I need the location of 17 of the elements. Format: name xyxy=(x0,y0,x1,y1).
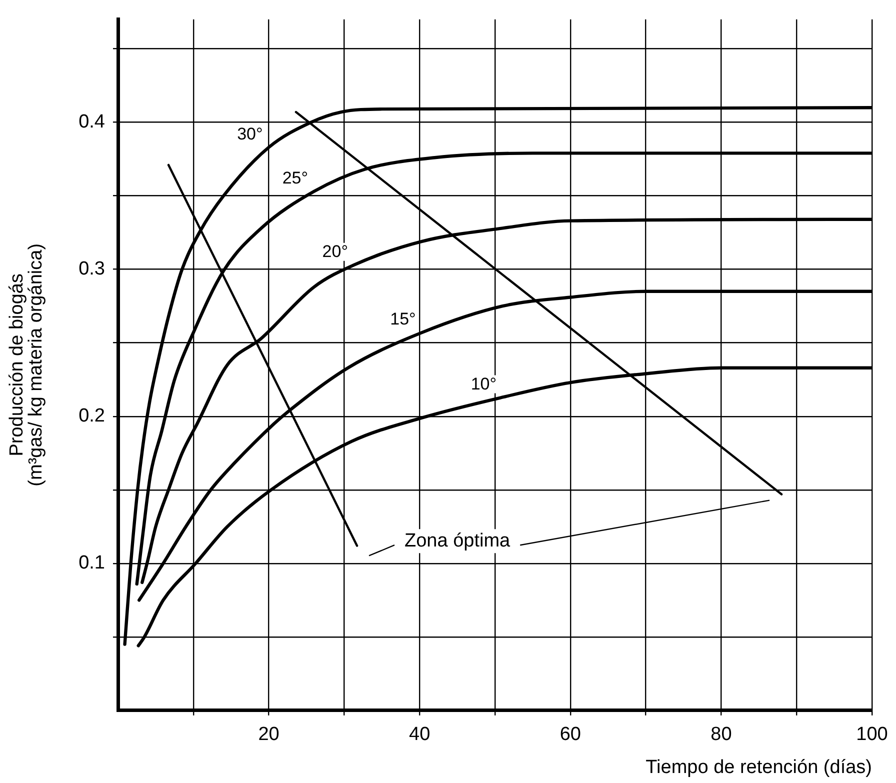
series-label: 20° xyxy=(322,242,348,262)
annotation: Zona óptima xyxy=(404,530,511,552)
x-axis-title: Tiempo de retención (días) xyxy=(646,756,872,778)
series-label: 25° xyxy=(282,168,308,188)
y-tick-label: 0.1 xyxy=(78,552,105,574)
y-tick-label: 0.4 xyxy=(78,112,106,133)
x-tick-label: 40 xyxy=(409,724,430,746)
series-label: 10° xyxy=(470,374,497,394)
y-axis-title: Producción de biogás (m³gas/ kg materia orgánica) xyxy=(6,243,47,486)
series-label: 30° xyxy=(237,124,263,144)
y-tick-label: 0.2 xyxy=(78,406,105,427)
x-tick-label: 20 xyxy=(258,724,280,746)
x-tick-label: 60 xyxy=(560,724,581,746)
y-tick-label: 0.3 xyxy=(78,258,105,280)
x-tick-label: 100 xyxy=(856,724,888,746)
x-tick-label: 80 xyxy=(710,724,732,746)
series-label: 15° xyxy=(390,310,416,329)
